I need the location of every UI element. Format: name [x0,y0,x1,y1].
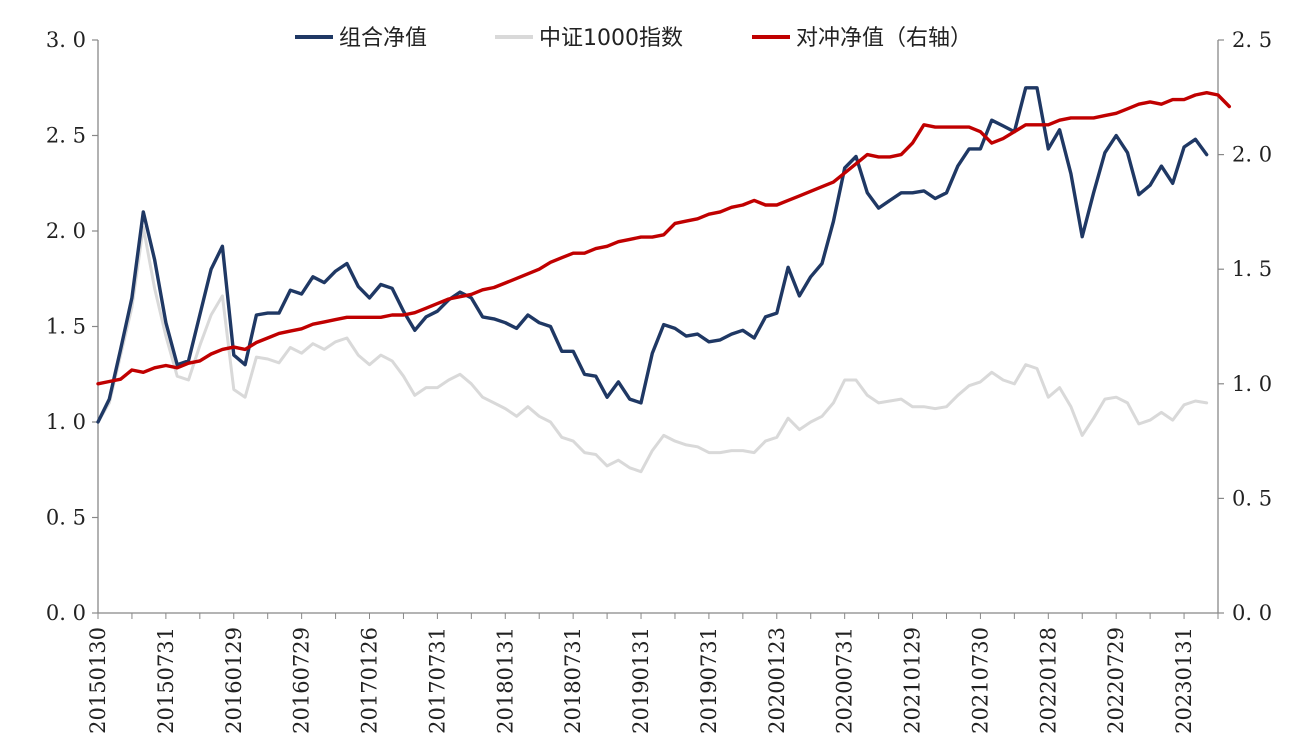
x-axis-tick-label: 20200731 [833,627,857,734]
series-line-0 [96,86,1209,424]
x-axis-tick-label: 20220729 [1104,627,1128,734]
x-axis-tick-label: 20170126 [358,627,382,734]
x-axis-tick-label: 20170731 [425,627,449,734]
right-axis-tick-label: 2. 0 [1232,143,1272,167]
left-axis-tick-label: 2. 0 [46,219,86,243]
x-axis-tick-label: 20200123 [765,627,789,734]
left-axis-tick-label: 0. 5 [46,506,86,530]
right-axis-tick-label: 2. 5 [1232,28,1272,52]
x-axis-tick-label: 20150130 [86,627,110,734]
right-axis-tick-label: 0. 5 [1232,486,1272,510]
left-axis-tick-label: 1. 5 [46,315,86,339]
left-axis-tick-label: 2. 5 [46,124,86,148]
x-axis-tick-label: 20180131 [493,627,517,734]
x-axis-tick-label: 20160729 [290,627,314,734]
left-axis-tick-label: 3. 0 [46,28,86,52]
right-axis-tick-label: 1. 5 [1232,257,1272,281]
x-axis-tick-label: 20160129 [222,627,246,734]
x-axis-tick-label: 20230131 [1172,627,1196,734]
series-line-2 [96,90,1232,386]
left-axis-tick-label: 1. 0 [46,410,86,434]
legend-label-2: 对冲净值（右轴） [796,26,972,51]
x-axis-tick-label: 20220128 [1036,627,1060,734]
series-layer [96,86,1232,474]
right-axis-tick-label: 0. 0 [1232,601,1272,625]
axes: 0. 0 0. 5 1. 0 1. 5 2. 0 2. 5 3. 0 0. 0 0. 5 1. 0… [46,28,1272,734]
x-axis-tick-label: 20210129 [901,627,925,734]
x-axis-tick-label: 20190731 [697,627,721,734]
legend-label-0: 组合净值 [339,26,427,51]
right-axis-tick-label: 1. 0 [1232,372,1272,396]
left-axis-tick-label: 0. 0 [46,601,86,625]
x-axis-tick-label: 20190131 [629,627,653,734]
legend-label-1: 中证1000指数 [539,26,683,51]
x-axis-tick-label: 20150731 [154,627,178,734]
legend: 组合净值 中证1000指数 对冲净值（右轴） [295,26,972,51]
x-axis-tick-label: 20180731 [561,627,585,734]
x-axis-tick-label: 20210730 [968,627,992,734]
series-line-1 [96,225,1209,474]
